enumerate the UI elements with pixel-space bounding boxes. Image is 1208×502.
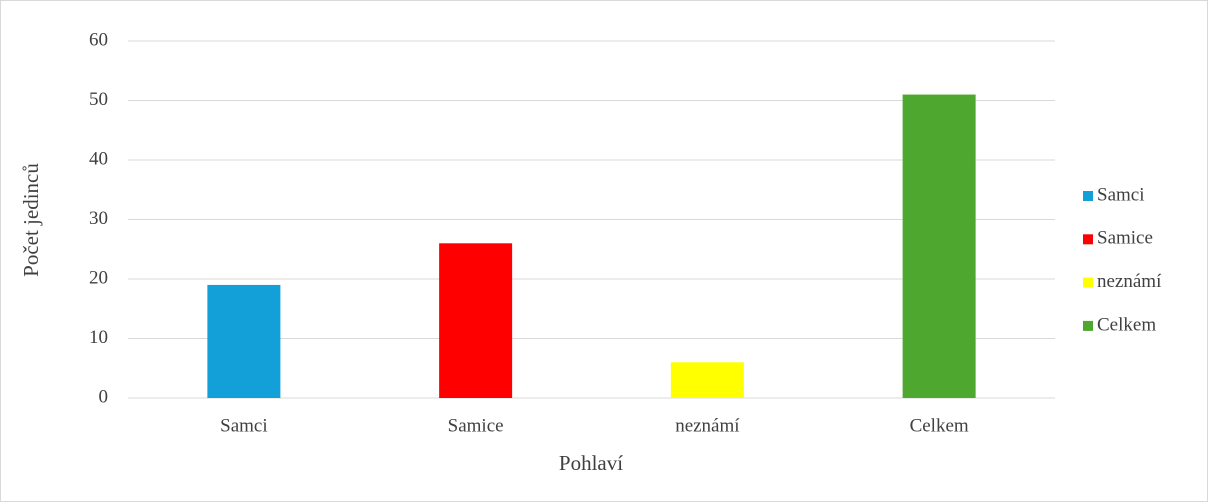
y-axis-title: Počet jedinců (19, 163, 43, 277)
legend-label: neznámí (1097, 271, 1162, 292)
y-tick-label: 40 (89, 148, 108, 169)
legend-swatch (1083, 234, 1093, 245)
x-tick-label: Samice (448, 415, 504, 436)
legend-label: Samci (1097, 184, 1145, 205)
x-tick-label: Celkem (910, 415, 969, 436)
y-tick-label: 20 (89, 267, 108, 288)
bar (902, 94, 976, 399)
y-tick-label: 30 (89, 208, 108, 229)
bar (207, 284, 281, 398)
bar (439, 243, 513, 398)
x-tick-label: Samci (220, 415, 268, 436)
x-tick-label: neznámí (675, 415, 740, 436)
bar (670, 362, 744, 398)
legend-swatch (1083, 320, 1093, 331)
legend-label: Celkem (1097, 314, 1156, 335)
y-tick-label: 60 (89, 29, 108, 50)
legend-label: Samice (1097, 228, 1153, 249)
y-tick-label: 10 (89, 327, 108, 348)
legend-swatch (1083, 277, 1093, 288)
y-tick-label: 50 (89, 89, 108, 110)
y-tick-label: 0 (99, 386, 109, 407)
legend-swatch (1083, 191, 1093, 201)
x-axis-title: Pohlaví (559, 451, 623, 475)
